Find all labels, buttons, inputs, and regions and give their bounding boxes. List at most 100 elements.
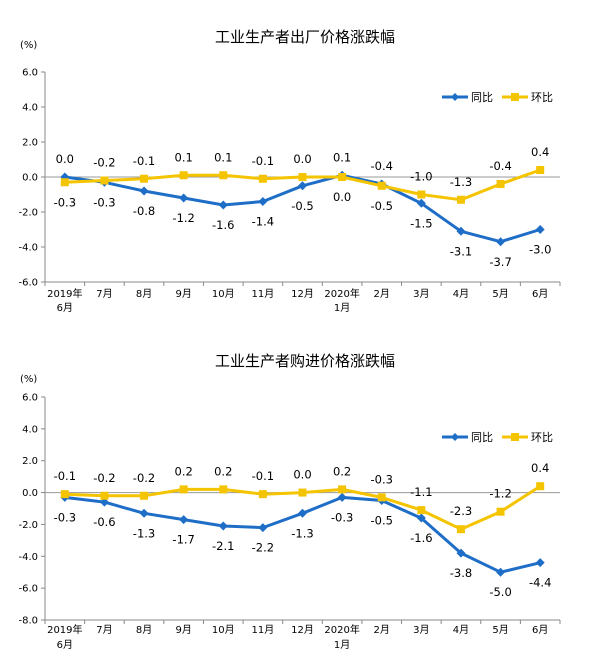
data-label-同比: 0.0 (333, 190, 351, 204)
data-label-环比: -0.1 (252, 469, 274, 483)
data-label-环比: 0.1 (214, 150, 232, 164)
x-tick-label: 7月 (96, 288, 112, 300)
x-tick-label: 12月 (291, 624, 314, 636)
chart-title: 工业生产者购进价格涨跌幅 (215, 352, 395, 370)
data-point-同比 (99, 497, 109, 507)
x-tick-label: 6月 (57, 302, 73, 314)
data-label-同比: -0.5 (371, 514, 393, 528)
y-tick-label: -2.0 (18, 520, 38, 531)
y-tick-label: -2.0 (18, 208, 38, 219)
data-point-同比 (258, 523, 268, 533)
y-tick-label: 6.0 (22, 68, 38, 79)
data-point-环比 (100, 176, 109, 185)
data-point-环比 (417, 190, 426, 199)
y-tick-label: 2.0 (22, 456, 38, 467)
x-tick-label: 11月 (252, 288, 275, 300)
data-point-环比 (377, 493, 386, 502)
data-point-同比 (496, 237, 506, 247)
x-tick-label: 2月 (374, 624, 390, 636)
data-label-环比: -1.2 (489, 487, 511, 501)
x-tick-label: 9月 (175, 624, 191, 636)
data-label-同比: -3.0 (529, 243, 551, 257)
data-point-同比 (218, 200, 228, 210)
legend-marker-环比 (511, 93, 519, 101)
data-point-同比 (337, 492, 347, 502)
data-label-环比: -1.3 (450, 175, 472, 189)
data-label-同比: -0.3 (54, 510, 76, 524)
data-label-同比: -0.3 (93, 195, 115, 209)
x-tick-label: 2019年 (47, 287, 82, 300)
x-tick-label: 4月 (453, 624, 469, 636)
data-point-环比 (417, 506, 426, 515)
data-label-环比: -0.1 (133, 154, 155, 168)
legend-label-同比: 同比 (471, 431, 493, 444)
data-point-环比 (140, 174, 149, 183)
data-label-环比: 0.2 (175, 464, 193, 478)
data-label-同比: -4.4 (529, 576, 551, 590)
chart-1: 工业生产者出厂价格涨跌幅 (%) 6.0 4.0 2.0 0.0 -2.0 -4.0 -6.0 2… (18, 28, 561, 314)
data-point-环比 (456, 525, 465, 534)
x-tick-label: 2020年 (324, 623, 359, 636)
legend-label-环比: 环比 (531, 91, 553, 104)
y-tick-label: 0.0 (22, 173, 38, 184)
x-tick-label: 6月 (532, 624, 548, 636)
data-point-环比 (219, 485, 228, 494)
data-label-环比: -0.1 (252, 154, 274, 168)
data-label-环比: -0.4 (489, 159, 511, 173)
y-tick-label: -4.0 (18, 243, 38, 254)
x-tick-label: 10月 (212, 288, 235, 300)
data-point-同比 (179, 515, 189, 525)
x-tick-label: 3月 (413, 288, 429, 300)
data-point-环比 (298, 173, 307, 181)
data-point-环比 (258, 490, 267, 499)
x-tick-label: 1月 (334, 639, 350, 651)
data-label-同比: -0.5 (291, 199, 313, 213)
data-label-同比: -1.5 (410, 216, 432, 230)
data-label-同比: -1.4 (252, 215, 274, 229)
data-label-环比: -0.2 (93, 471, 115, 485)
data-label-环比: 0.0 (293, 152, 311, 166)
data-label-同比: -2.2 (252, 541, 274, 555)
data-label-环比: -0.3 (371, 472, 393, 486)
chart-title: 工业生产者出厂价格涨跌幅 (215, 28, 395, 46)
x-tick-label: 2019年 (47, 623, 82, 636)
data-point-同比 (416, 513, 426, 523)
data-label-环比: 0.0 (293, 468, 311, 482)
data-label-同比: -3.7 (489, 255, 511, 269)
data-label-环比: -0.1 (54, 469, 76, 483)
legend-marker-同比 (451, 93, 459, 101)
data-point-环比 (258, 174, 267, 183)
data-label-环比: 0.0 (56, 152, 74, 166)
data-label-环比: -1.0 (410, 170, 432, 184)
x-tick-label: 2020年 (324, 287, 359, 300)
data-label-同比: -0.5 (371, 199, 393, 213)
legend-marker-同比 (451, 433, 459, 441)
y-tick-label: 4.0 (22, 103, 38, 114)
data-point-同比 (535, 225, 545, 234)
data-point-环比 (456, 195, 465, 204)
data-label-同比: -3.8 (450, 566, 472, 580)
x-tick-label: 12月 (291, 288, 314, 300)
data-point-同比 (496, 567, 506, 577)
x-tick-label: 3月 (413, 624, 429, 636)
data-label-环比: -0.4 (371, 159, 393, 173)
data-point-环比 (60, 178, 69, 187)
data-point-环比 (377, 181, 386, 190)
x-tick-label: 7月 (96, 624, 112, 636)
y-unit-label: (%) (20, 374, 37, 385)
data-point-环比 (60, 490, 69, 499)
y-tick-label: 2.0 (22, 138, 38, 149)
data-point-环比 (100, 491, 109, 500)
data-label-同比: -1.6 (212, 218, 234, 232)
y-tick-label: 0.0 (22, 488, 38, 499)
chart-2: 工业生产者购进价格涨跌幅 (%) 6.0 4.0 2.0 0.0 -2.0 -4.0 -6.0 -… (18, 352, 561, 651)
data-label-环比: 0.2 (333, 464, 351, 478)
data-label-同比: -3.1 (450, 244, 472, 258)
data-label-同比: -1.3 (133, 526, 155, 540)
y-tick-label: -8.0 (18, 616, 38, 627)
data-label-同比: -1.2 (172, 211, 194, 225)
data-point-同比 (179, 193, 189, 203)
data-label-同比: -1.6 (410, 531, 432, 545)
x-tick-label: 8月 (136, 288, 152, 300)
